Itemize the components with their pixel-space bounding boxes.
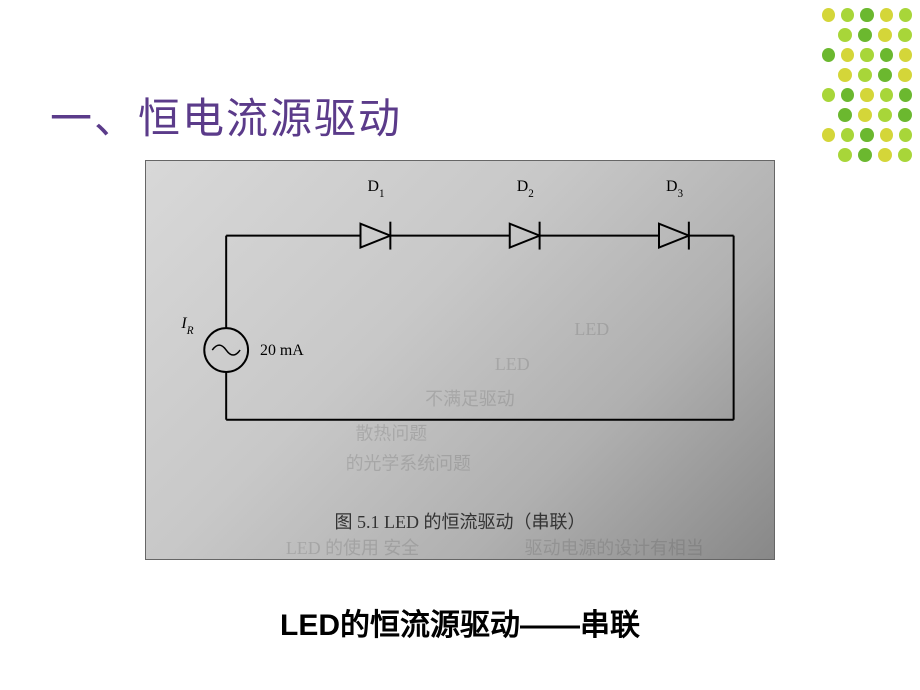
svg-text:IR: IR <box>180 315 193 337</box>
svg-text:的光学系统问题: 的光学系统问题 <box>346 453 471 473</box>
dot-row <box>822 128 912 142</box>
decoration-dot <box>822 88 835 102</box>
slide-caption: LED的恒流源驱动——串联 <box>0 600 920 644</box>
decoration-dot <box>878 28 892 42</box>
decoration-dot <box>858 28 872 42</box>
svg-text:LED 的使用 安全: LED 的使用 安全 <box>286 538 419 558</box>
decoration-dot <box>838 68 852 82</box>
decoration-dot <box>841 128 854 142</box>
decoration-dot <box>858 148 872 162</box>
decoration-dot <box>880 48 893 62</box>
dot-row <box>822 48 912 62</box>
decoration-dot <box>898 68 912 82</box>
circuit-diagram: LED LED 不满足驱动散热问题的光学系统问题 LED 的使用 安全 驱动电源的设计有… <box>146 161 774 559</box>
figure-caption: 图 5.1 LED 的恒流驱动（串联） <box>335 508 586 534</box>
decoration-dot <box>841 48 854 62</box>
decoration-dot <box>899 128 912 142</box>
svg-text:D2: D2 <box>517 178 534 200</box>
svg-text:20 mA: 20 mA <box>260 342 304 359</box>
dot-row <box>822 108 912 122</box>
decoration-dot <box>898 28 912 42</box>
svg-text:D3: D3 <box>666 178 684 200</box>
decoration-dot <box>878 68 892 82</box>
decoration-dot <box>841 8 854 22</box>
decoration-dot <box>899 88 912 102</box>
svg-text:LED: LED <box>574 319 609 339</box>
circuit-figure: LED LED 不满足驱动散热问题的光学系统问题 LED 的使用 安全 驱动电源的设计有… <box>145 160 775 560</box>
decoration-dot <box>822 8 835 22</box>
decoration-dot <box>841 88 854 102</box>
svg-text:LED: LED <box>495 354 530 374</box>
dot-row <box>822 8 912 22</box>
decoration-dot <box>860 88 873 102</box>
dot-row <box>822 148 912 162</box>
decoration-dot <box>898 148 912 162</box>
svg-text:不满足驱动: 不满足驱动 <box>425 389 515 409</box>
svg-text:D1: D1 <box>367 178 384 200</box>
dot-row <box>822 68 912 82</box>
decoration-dot <box>899 48 912 62</box>
decoration-dot <box>858 68 872 82</box>
decoration-dot <box>880 88 893 102</box>
decoration-dot <box>860 8 873 22</box>
svg-text:驱动电源的设计有相当: 驱动电源的设计有相当 <box>525 538 704 558</box>
decoration-dot <box>822 48 835 62</box>
decoration-dot <box>838 108 852 122</box>
decoration-dot <box>860 48 873 62</box>
decoration-dot <box>880 128 893 142</box>
slide-heading: 一、恒电流源驱动 <box>50 85 402 146</box>
decoration-dot <box>880 8 893 22</box>
decoration-dot <box>878 108 892 122</box>
decoration-dot <box>822 128 835 142</box>
decoration-dot <box>899 8 912 22</box>
decoration-dot <box>838 28 852 42</box>
decoration-dot <box>878 148 892 162</box>
decoration-dot <box>860 128 873 142</box>
dot-row <box>822 88 912 102</box>
decoration-dot <box>898 108 912 122</box>
corner-decoration <box>822 8 912 148</box>
svg-text:散热问题: 散热问题 <box>356 424 428 444</box>
decoration-dot <box>858 108 872 122</box>
dot-row <box>822 28 912 42</box>
decoration-dot <box>838 148 852 162</box>
